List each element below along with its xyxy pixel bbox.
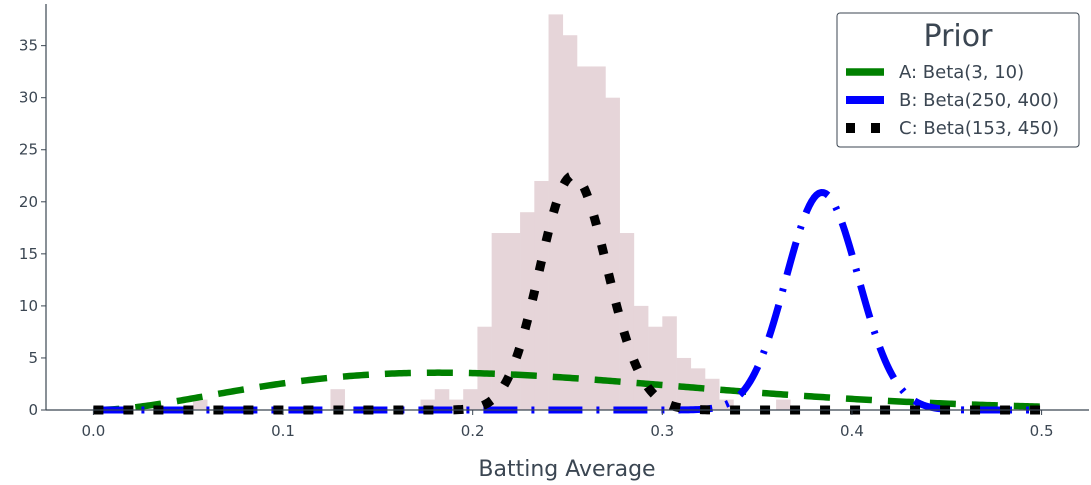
histogram-bar	[330, 389, 345, 410]
histogram-bar	[562, 35, 578, 410]
histogram-bar	[434, 389, 450, 410]
histogram-bar	[648, 326, 663, 410]
y-tick-label: 35	[19, 37, 38, 55]
y-tick-label: 0	[28, 401, 38, 419]
y-tick-label: 20	[19, 193, 38, 211]
x-tick-label: 0.2	[461, 422, 485, 440]
x-ticks: 0.0 0.1 0.2 0.3 0.4 0.5	[81, 410, 1054, 440]
histogram-bar	[448, 399, 464, 410]
legend-label: A: Beta(3, 10)	[899, 62, 1024, 83]
histogram-bar	[662, 316, 677, 410]
y-tick-label: 25	[19, 141, 38, 159]
histogram-bar	[520, 212, 535, 410]
x-tick-label: 0.5	[1030, 422, 1054, 440]
x-tick-label: 0.3	[650, 422, 674, 440]
histogram-bar	[420, 399, 436, 410]
histogram-bar	[591, 66, 606, 410]
histogram-bar	[619, 233, 635, 410]
histogram-bar	[505, 233, 521, 410]
y-tick-label: 10	[19, 297, 38, 315]
x-tick-label: 0.1	[271, 422, 295, 440]
x-tick-label: 0.4	[840, 422, 864, 440]
y-tick-label: 15	[19, 245, 38, 263]
y-tick-label: 30	[19, 89, 38, 107]
legend-items: A: Beta(3, 10) B: Beta(250, 400) C: Beta(1…	[846, 62, 1059, 139]
histogram-bar	[192, 399, 208, 410]
y-tick-label: 5	[28, 349, 38, 367]
y-ticks: 0 5 10 15 20 25 30 35	[19, 37, 46, 419]
histogram-bar	[491, 233, 507, 410]
histogram-bar	[477, 326, 492, 410]
density-curve	[92, 369, 1043, 414]
legend-label: C: Beta(153, 450)	[899, 118, 1059, 139]
histogram-bar	[776, 399, 791, 410]
histogram	[192, 14, 791, 411]
legend-box	[836, 12, 1080, 148]
legend-title: Prior	[924, 19, 994, 54]
histogram-bar	[704, 378, 720, 410]
x-tick-label: 0.0	[81, 422, 105, 440]
histogram-bar	[576, 66, 592, 410]
histogram-bar	[633, 305, 649, 410]
legend-label: B: Beta(250, 400)	[899, 90, 1059, 111]
legend: Prior A: Beta(3, 10) B: Beta(250, 400) C: …	[836, 12, 1080, 148]
histogram-bar	[605, 97, 620, 410]
x-axis-title: Batting Average	[478, 457, 655, 482]
histogram-bar	[463, 389, 478, 410]
